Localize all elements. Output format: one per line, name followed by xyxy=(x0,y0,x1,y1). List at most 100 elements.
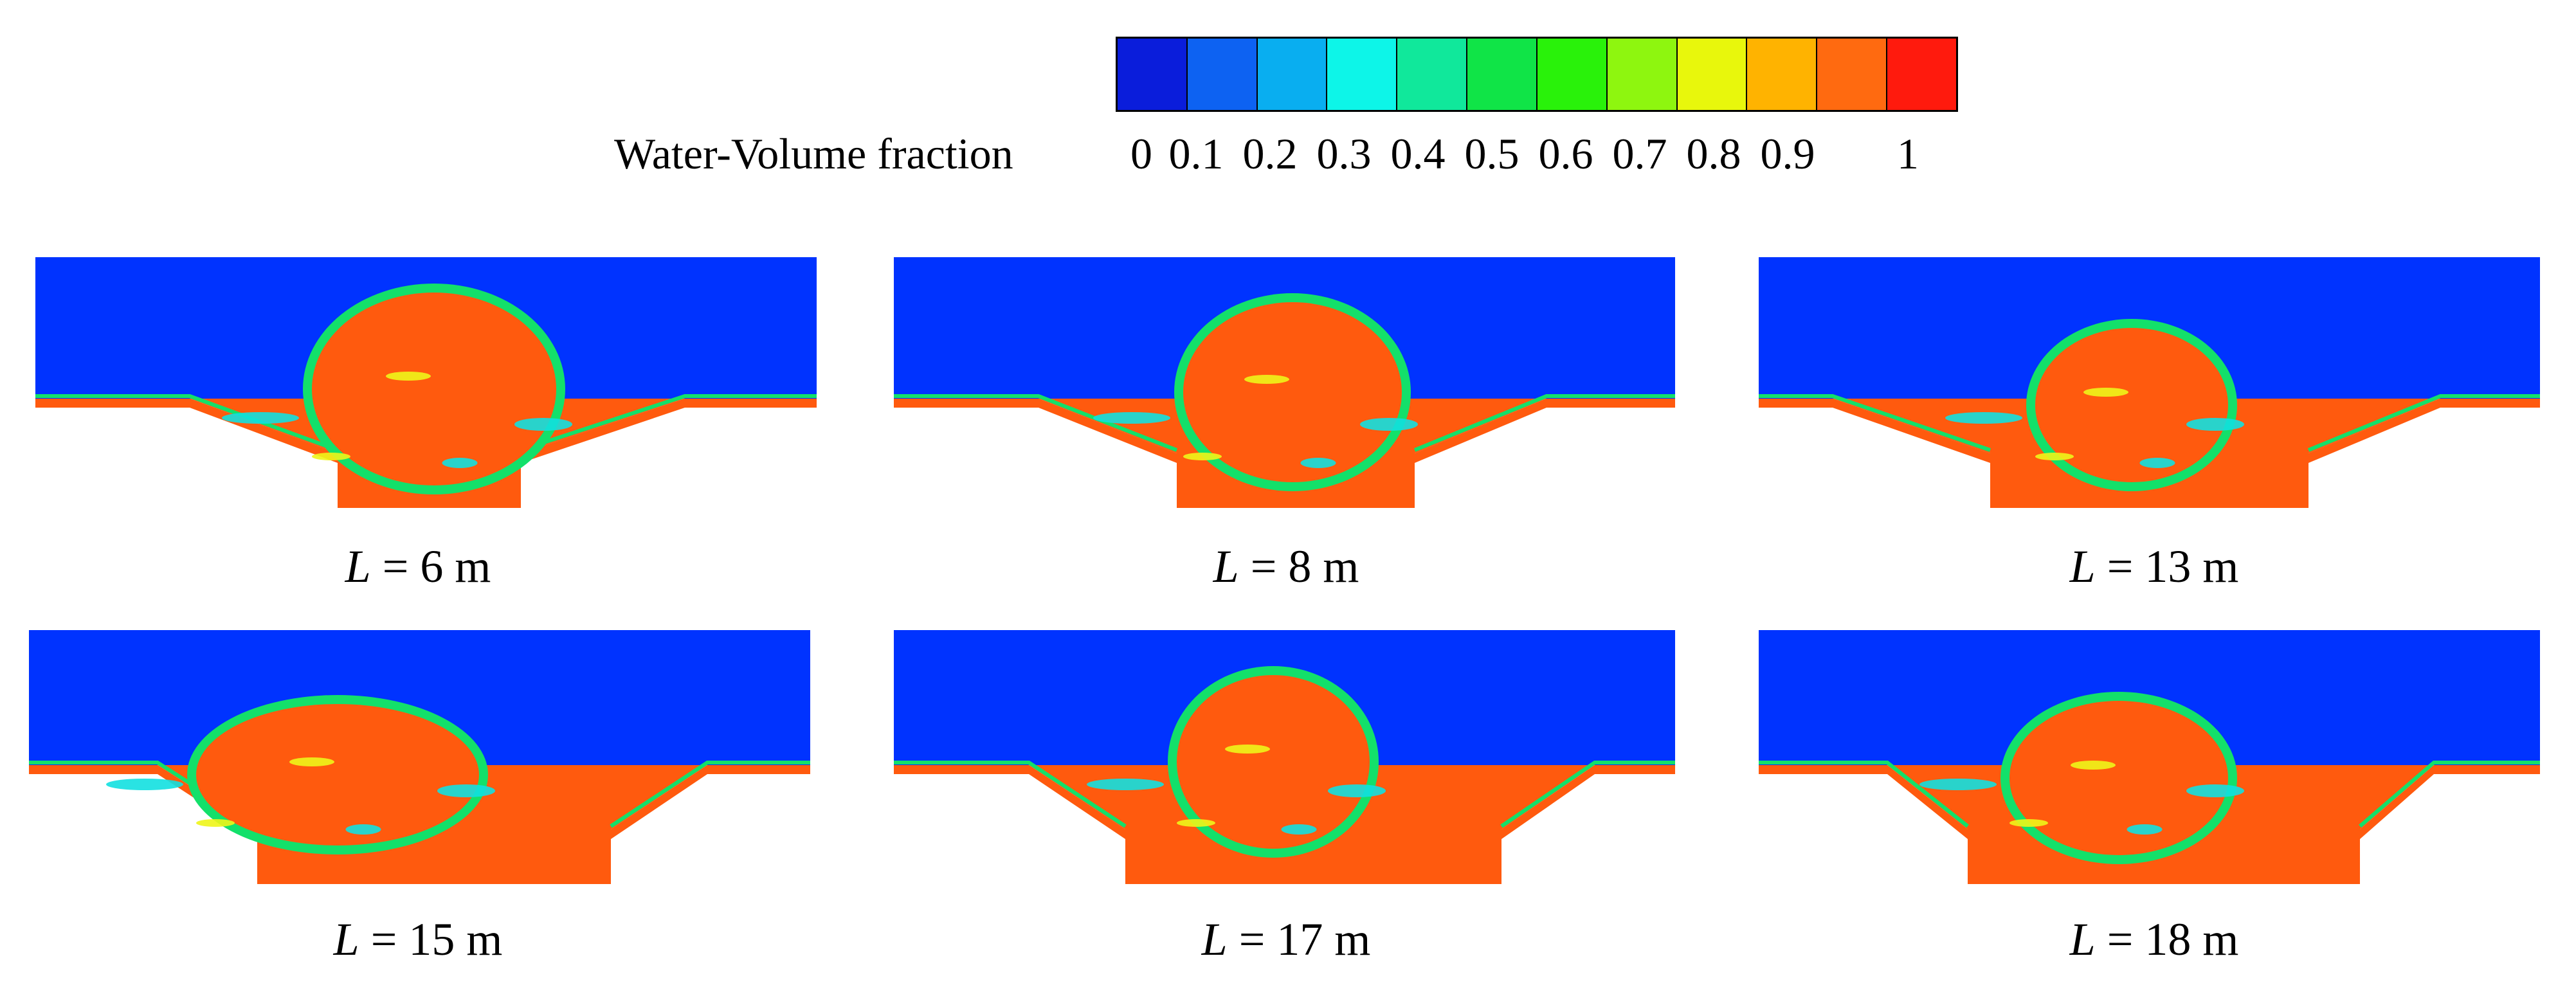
interface-line xyxy=(35,394,817,452)
panel-caption-4: L = 15 m xyxy=(334,913,503,966)
interface-line xyxy=(1759,761,2540,828)
caption-value: = 13 m xyxy=(2107,541,2239,592)
caption-value: = 8 m xyxy=(1250,541,1359,592)
simulation-panel-5 xyxy=(894,630,1675,900)
flow-field-svg xyxy=(1759,630,2540,884)
caption-variable: L xyxy=(1213,541,1239,592)
flow-field-svg xyxy=(29,630,810,884)
mixing-streak xyxy=(345,824,381,835)
caption-value: = 15 m xyxy=(370,914,503,965)
colorbar-tick: 0.2 xyxy=(1242,129,1298,178)
colorbar-tick: 0.9 xyxy=(1760,129,1815,178)
colorbar-tick: 0.5 xyxy=(1464,129,1519,178)
caption-variable: L xyxy=(1201,914,1228,965)
mixing-streak xyxy=(2139,458,2175,468)
mixing-streak xyxy=(1919,779,1997,790)
legend-title: Water-Volume fraction xyxy=(614,129,1013,178)
mixing-streak xyxy=(1281,824,1317,835)
mixing-streak xyxy=(1087,779,1164,790)
interface-line xyxy=(894,761,1675,828)
colorbar-swatch xyxy=(1257,39,1328,110)
mixing-streak xyxy=(1244,375,1289,384)
water-bed xyxy=(894,765,1675,884)
colorbar-tick: 0.8 xyxy=(1686,129,1741,178)
water-plume xyxy=(1183,302,1402,482)
mixing-streak xyxy=(289,757,334,766)
mixing-streak xyxy=(2186,784,2244,797)
simulation-panel-6 xyxy=(1759,630,2540,900)
colorbar-swatch xyxy=(1747,39,1818,110)
water-plume xyxy=(2035,328,2228,482)
colorbar xyxy=(1116,37,1958,112)
colorbar-swatch xyxy=(1397,39,1468,110)
mixing-streak xyxy=(1225,745,1270,754)
colorbar-tick: 0.3 xyxy=(1316,129,1372,178)
panel-caption-2: L = 8 m xyxy=(1213,540,1359,593)
mixing-streak xyxy=(386,372,431,381)
colorbar-tick: 0 xyxy=(1130,129,1152,178)
caption-value: = 6 m xyxy=(382,541,491,592)
colorbar-swatch xyxy=(1537,39,1608,110)
colorbar-swatch xyxy=(1607,39,1678,110)
simulation-panel-3 xyxy=(1759,257,2540,527)
panel-caption-1: L = 6 m xyxy=(345,540,491,593)
flow-field-svg xyxy=(894,257,1675,508)
colorbar-tick: 0.7 xyxy=(1612,129,1667,178)
mixing-streak xyxy=(437,784,495,797)
caption-variable: L xyxy=(333,914,359,965)
mixing-streak xyxy=(1093,412,1170,424)
water-plume xyxy=(312,293,556,485)
mixing-streak xyxy=(1177,819,1215,827)
mixing-streak xyxy=(222,412,299,424)
colorbar-swatch xyxy=(1118,39,1188,110)
water-bed xyxy=(894,399,1675,508)
mixing-streak xyxy=(1328,784,1386,797)
water-plume xyxy=(1177,675,1370,849)
mixing-streak xyxy=(2071,761,2116,770)
colorbar-swatch xyxy=(1677,39,1748,110)
colorbar-tick: 0.1 xyxy=(1168,129,1224,178)
mixing-streak xyxy=(1945,412,2022,424)
mixing-streak xyxy=(514,418,572,431)
colorbar-tick: 1 xyxy=(1897,129,1919,178)
interface-line xyxy=(894,394,1675,452)
mixing-streak xyxy=(2009,819,2048,827)
mixing-streak xyxy=(312,453,350,460)
mixing-streak xyxy=(196,819,235,827)
mixing-streak xyxy=(442,458,478,468)
interface-line xyxy=(1759,394,2540,452)
caption-value: = 17 m xyxy=(1238,914,1371,965)
caption-variable: L xyxy=(2069,541,2096,592)
colorbar-swatch xyxy=(1467,39,1537,110)
water-bed xyxy=(35,399,817,508)
colorbar-swatch xyxy=(1327,39,1398,110)
water-plume xyxy=(196,704,479,845)
caption-value: = 18 m xyxy=(2107,914,2239,965)
flow-field-svg xyxy=(894,630,1675,884)
simulation-panel-4 xyxy=(29,630,810,900)
flow-field-svg xyxy=(1759,257,2540,508)
panel-caption-3: L = 13 m xyxy=(2070,540,2239,593)
colorbar-swatch xyxy=(1817,39,1888,110)
colorbar-tick: 0.4 xyxy=(1390,129,1446,178)
caption-variable: L xyxy=(2069,914,2096,965)
simulation-panel-2 xyxy=(894,257,1675,527)
panel-caption-5: L = 17 m xyxy=(1202,913,1371,966)
mixing-streak xyxy=(2083,388,2128,397)
caption-variable: L xyxy=(345,541,371,592)
mixing-streak xyxy=(1360,418,1418,431)
colorbar-tick: 0.6 xyxy=(1538,129,1593,178)
mixing-streak xyxy=(1300,458,1336,468)
mixing-streak xyxy=(2186,418,2244,431)
colorbar-swatch xyxy=(1187,39,1258,110)
mixing-streak xyxy=(2035,453,2074,460)
water-plume xyxy=(2009,701,2228,855)
flow-field-svg xyxy=(35,257,817,508)
mixing-streak xyxy=(2127,824,2163,835)
colorbar-ticks: 0 0.1 0.2 0.3 0.4 0.5 0.6 0.7 0.8 0.9 1 xyxy=(1116,129,1958,186)
colorbar-swatch xyxy=(1887,39,1956,110)
mixing-streak xyxy=(106,779,183,790)
simulation-panel-1 xyxy=(35,257,817,527)
panel-caption-6: L = 18 m xyxy=(2070,913,2239,966)
mixing-streak xyxy=(1183,453,1222,460)
